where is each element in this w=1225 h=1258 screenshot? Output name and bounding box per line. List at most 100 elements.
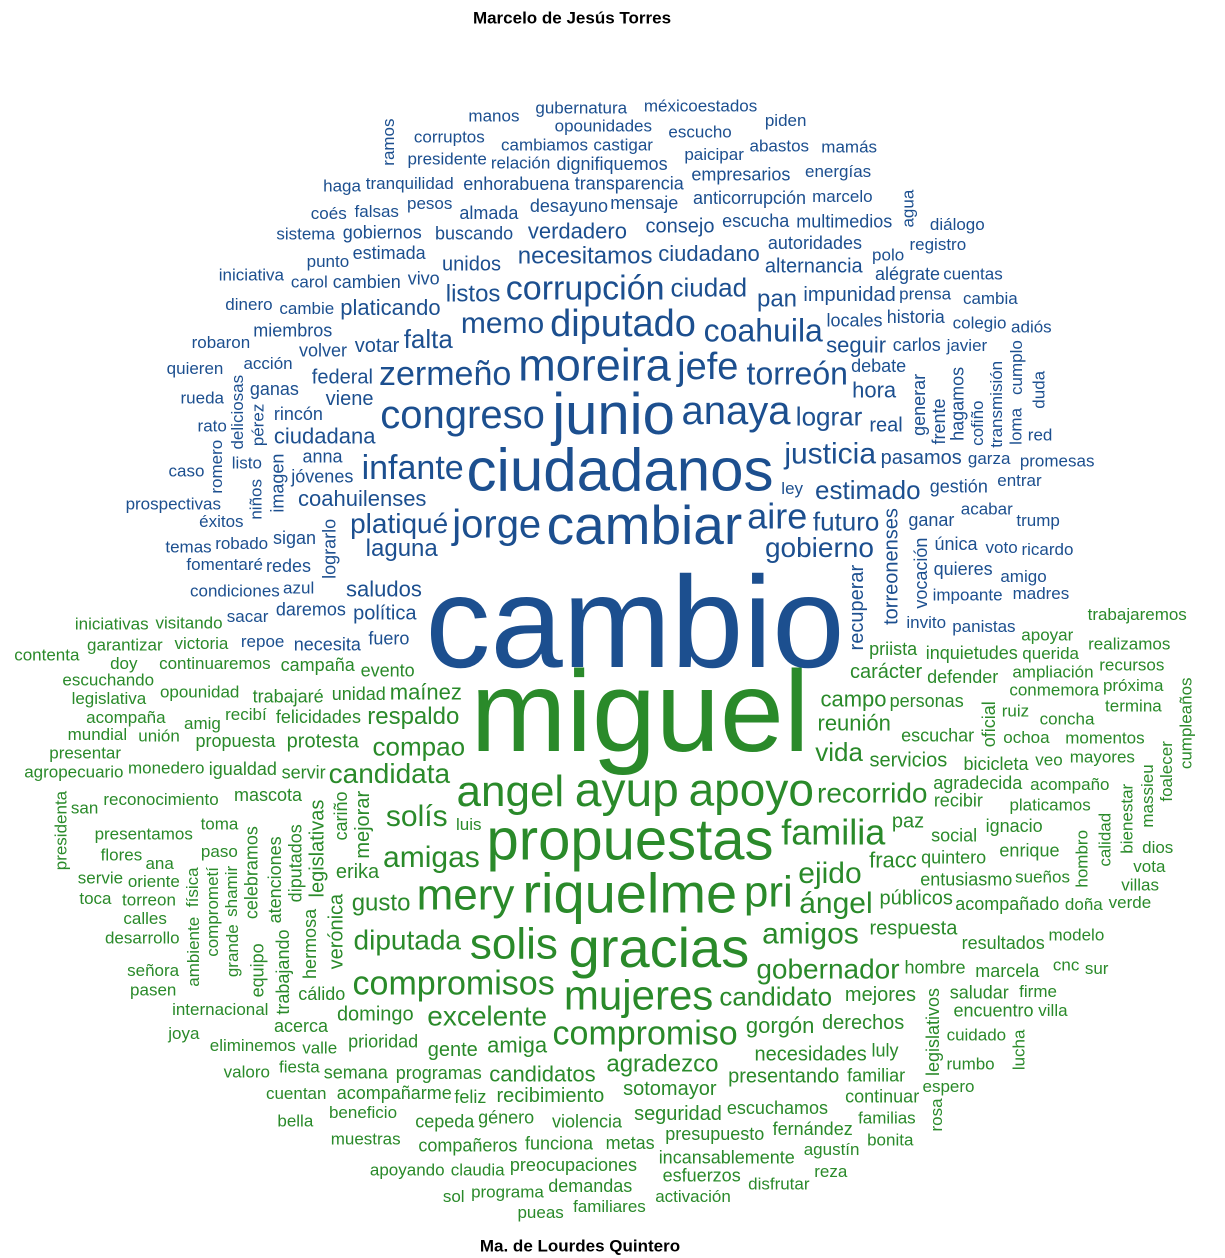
word: bienestar <box>1117 783 1136 853</box>
word: señora <box>127 961 180 980</box>
word: caso <box>169 462 205 481</box>
word: coahuilenses <box>298 486 426 511</box>
word: visitando <box>156 613 223 632</box>
word: mayores <box>1070 748 1135 767</box>
word: derechos <box>822 1012 904 1034</box>
word: campo <box>820 687 886 712</box>
word: escucha <box>722 211 790 231</box>
word: feliz <box>454 1087 486 1107</box>
word: momentos <box>1065 729 1144 748</box>
word: bicicleta <box>963 754 1029 774</box>
word: celebramos <box>241 826 261 919</box>
word: temas <box>165 537 211 556</box>
word: paz <box>892 811 924 833</box>
word: marcela <box>975 961 1040 981</box>
word: prioridad <box>348 1031 418 1051</box>
word: presidente <box>407 149 486 168</box>
word: sigan <box>273 528 316 548</box>
word: rumbo <box>946 1054 994 1073</box>
word: gobierno <box>765 532 874 563</box>
word: amiga <box>487 1033 548 1058</box>
word: vida <box>815 737 863 767</box>
word: acción <box>243 354 292 373</box>
word: agustín <box>804 1140 860 1159</box>
word: torreón <box>747 356 848 392</box>
word: toma <box>201 814 239 833</box>
word: género <box>478 1107 534 1127</box>
word: coahuila <box>704 313 823 349</box>
word: cambie <box>279 299 334 318</box>
word: garza <box>968 449 1011 468</box>
word: lucha <box>1009 1029 1028 1070</box>
word: falsas <box>355 202 399 221</box>
word: ochoa <box>1003 728 1050 747</box>
word: anna <box>303 446 344 466</box>
word: personas <box>890 691 964 711</box>
word: necesitamos <box>518 242 653 269</box>
word: impoante <box>933 586 1003 605</box>
word: fiesta <box>279 1058 320 1077</box>
word: platicamos <box>1009 795 1090 814</box>
word: funciona <box>525 1133 594 1153</box>
word: compromiso <box>553 1014 738 1052</box>
word: escuchamos <box>727 1098 828 1118</box>
word: recibí <box>225 705 267 724</box>
word: continuar <box>845 1086 919 1106</box>
word: imagen <box>267 454 287 513</box>
word: ciudadano <box>658 241 760 266</box>
word: agropecuario <box>24 763 123 782</box>
word: ana <box>145 854 174 873</box>
word: amigo <box>1000 567 1046 586</box>
word: cálido <box>298 984 345 1004</box>
word: hombro <box>1072 830 1091 888</box>
word: excelente <box>427 1000 547 1031</box>
word: memo <box>461 307 544 340</box>
word: mujeres <box>564 972 713 1019</box>
word: mejores <box>845 984 916 1006</box>
word: programas <box>396 1063 482 1083</box>
word: cumplo <box>1007 340 1026 395</box>
word: cofiño <box>968 400 987 445</box>
word: dinero <box>225 295 272 314</box>
word: igualdad <box>209 759 277 779</box>
word: polo <box>872 246 904 265</box>
word: miguel <box>471 648 810 776</box>
word: voto <box>986 538 1018 557</box>
word: sacar <box>227 607 269 626</box>
word: invito <box>906 613 946 632</box>
word: ignacio <box>986 816 1043 836</box>
word: anticorrupción <box>693 188 806 208</box>
word: enhorabuena <box>463 174 570 194</box>
word: adiós <box>1011 318 1052 337</box>
word: multimedios <box>796 212 892 232</box>
word: cambio <box>425 549 844 695</box>
word: massieu <box>1138 764 1157 827</box>
word: paicipar <box>684 145 744 164</box>
word: registro <box>909 235 966 254</box>
word: atenciones <box>265 836 285 923</box>
word: mamás <box>821 138 877 157</box>
word: eliminemos <box>210 1036 296 1055</box>
word: esfuerzos <box>663 1166 741 1186</box>
word: entrar <box>997 471 1042 490</box>
word: gente <box>428 1039 478 1061</box>
word: historia <box>887 307 946 327</box>
word: veo <box>1035 750 1062 769</box>
word: alternancia <box>765 255 864 277</box>
word: hagamos <box>948 367 968 441</box>
word: jefe <box>676 346 738 388</box>
word: hermosa <box>300 908 320 979</box>
word: presupuesto <box>665 1124 764 1144</box>
word: bella <box>277 1111 313 1130</box>
word: frente <box>929 399 949 445</box>
word: concha <box>1040 710 1095 729</box>
word: vivo <box>408 268 440 288</box>
word: mundial <box>68 725 128 744</box>
word: cepeda <box>415 1112 475 1132</box>
word: espero <box>922 1077 974 1096</box>
word: conmemora <box>1009 680 1099 699</box>
word: social <box>931 825 977 845</box>
word: presidenta <box>51 790 70 870</box>
word: consejo <box>646 216 715 238</box>
